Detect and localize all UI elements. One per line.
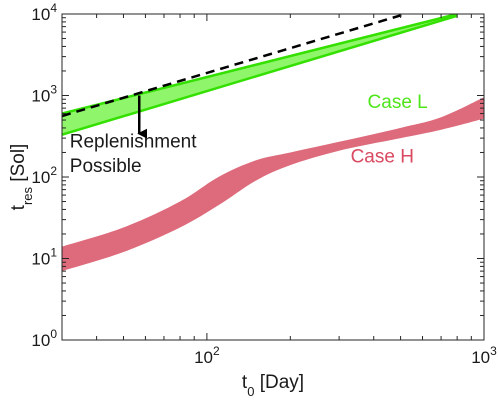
x-axis-label: t0 [Day] [242, 372, 304, 399]
y-tick-label: 100 [31, 327, 57, 350]
y-tick-label: 102 [31, 164, 57, 187]
x-tick-label: 103 [471, 344, 497, 367]
y-tick-label: 103 [31, 83, 57, 106]
annotation-case-h: Case H [351, 147, 414, 168]
y-tick-label: 104 [31, 1, 57, 24]
annotation-replenishment: Replenishment [70, 132, 197, 153]
case-l-lower-edge [62, 14, 458, 136]
x-tick-label: 102 [194, 344, 220, 367]
y-axis-label: tres [Sol] [8, 144, 35, 211]
annotation-case-l: Case L [368, 92, 428, 113]
dashed-threshold-line [62, 14, 406, 118]
annotation-possible: Possible [70, 156, 142, 177]
case-h-band [62, 97, 484, 272]
y-tick-label: 101 [31, 246, 57, 269]
